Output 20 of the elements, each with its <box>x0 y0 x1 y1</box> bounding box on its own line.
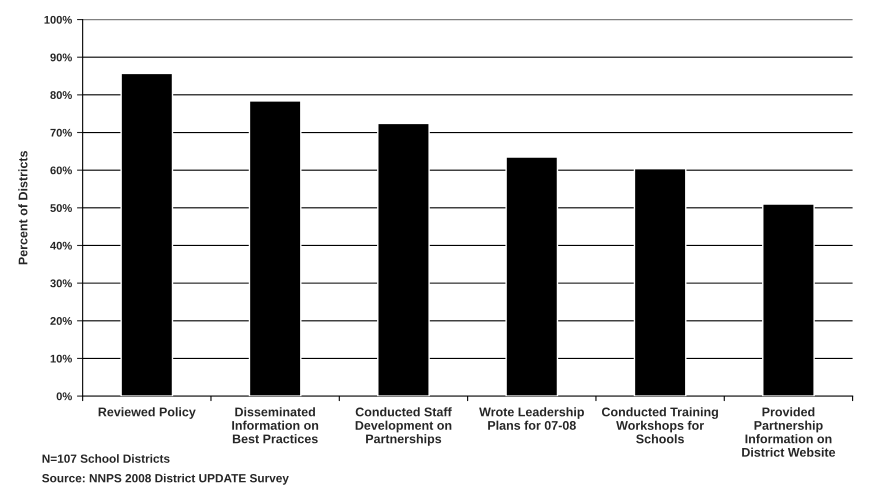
y-tick-label: 60% <box>50 166 72 174</box>
y-tick-label: 30% <box>50 279 72 288</box>
y-tick-label: 80% <box>50 91 72 99</box>
y-tick-label: 70% <box>50 128 72 137</box>
y-tick-label: 0% <box>56 392 72 400</box>
y-tick-label: 20% <box>50 317 72 325</box>
y-tick-label: 40% <box>50 242 72 250</box>
y-axis-title: Percent of Districts <box>18 151 28 264</box>
x-tick-label: Conducted Staff Development on Partnerships <box>356 407 452 446</box>
y-tick-label: 100% <box>44 16 72 24</box>
x-tick-label: Conducted Training Workshops for Schools <box>602 407 718 444</box>
x-tick-label: Wrote Leadership Plans for 07-08 <box>479 407 584 430</box>
source-note: Source: NNPS 2008 District UPDATE Survey <box>42 474 289 485</box>
x-tick-label: Provided Partnership Information on District Website <box>742 407 836 457</box>
x-tick-label: Reviewed Policy <box>98 407 196 419</box>
y-tick-label: 90% <box>50 53 72 62</box>
x-tick-label: Disseminated Information on Best Practices <box>232 407 318 444</box>
y-tick-label: 50% <box>50 204 72 212</box>
y-tick-label: 10% <box>50 354 72 363</box>
text: N=107 School Districts <box>42 454 170 463</box>
